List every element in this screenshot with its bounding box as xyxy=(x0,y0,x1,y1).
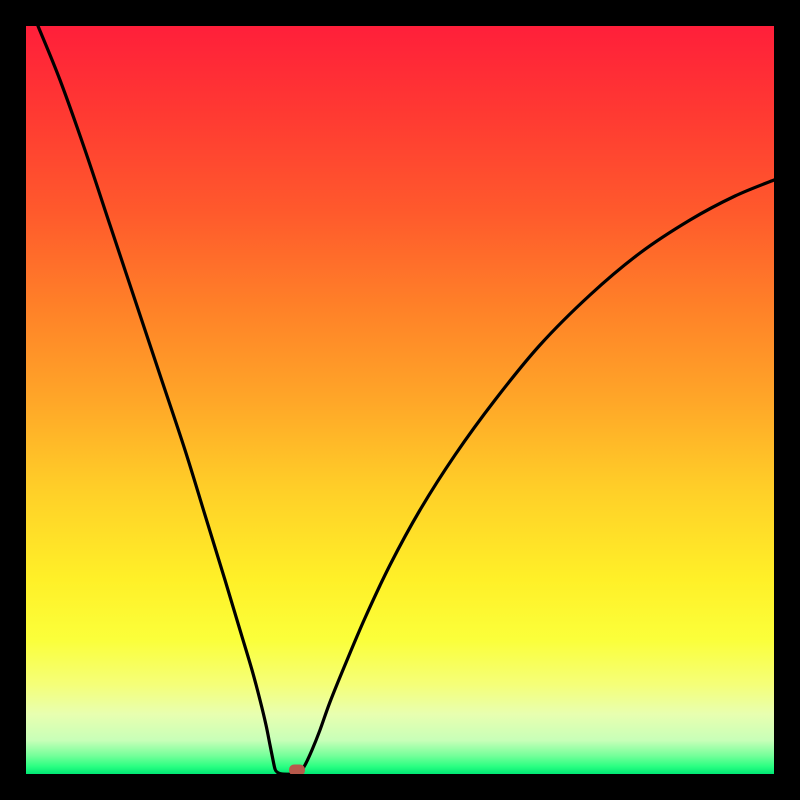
plot-svg xyxy=(26,26,774,774)
plot-area xyxy=(26,26,774,774)
gradient-background xyxy=(26,26,774,774)
frame-left xyxy=(0,0,26,800)
frame-right xyxy=(774,0,800,800)
frame-bottom xyxy=(0,774,800,800)
minimum-marker xyxy=(289,765,305,775)
frame-top xyxy=(0,0,800,26)
